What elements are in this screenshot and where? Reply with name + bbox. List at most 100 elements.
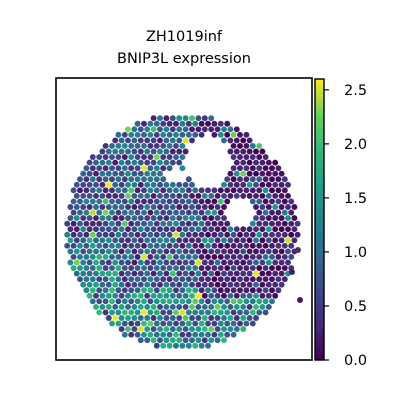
expression-spot [157, 215, 163, 222]
expression-spot [192, 342, 199, 349]
expression-spot [237, 298, 243, 305]
expression-spot [96, 298, 103, 305]
expression-spot [169, 237, 176, 244]
expression-spot [112, 170, 119, 177]
expression-spot [157, 292, 163, 299]
expression-spot [259, 292, 266, 299]
expression-spot [163, 126, 170, 133]
expression-spot [134, 242, 141, 249]
expression-spot [128, 209, 135, 216]
expression-spot [153, 176, 160, 183]
expression-spot [189, 337, 195, 344]
expression-spot [128, 176, 135, 183]
expression-spot [144, 326, 151, 333]
expression-spot [237, 231, 243, 238]
expression-spot [285, 226, 291, 233]
expression-spot [265, 248, 272, 255]
expression-spot [169, 326, 176, 333]
expression-spot [147, 276, 154, 283]
expression-spot [73, 259, 80, 266]
expression-spot [109, 254, 115, 260]
expression-spot [125, 326, 131, 333]
expression-spot [141, 298, 147, 305]
expression-spot [112, 215, 119, 222]
expression-spot [153, 120, 160, 127]
expression-spot [189, 115, 195, 122]
expression-spot [141, 265, 147, 271]
expression-spot [169, 148, 176, 155]
expression-spot [77, 254, 83, 260]
expression-spot [262, 209, 269, 216]
expression-spot [64, 231, 71, 238]
expression-spot [144, 215, 151, 222]
expression-spot [256, 276, 263, 283]
expression-spot [157, 248, 163, 255]
expression-spot [73, 181, 80, 188]
expression-spot [73, 226, 80, 233]
expression-spot [147, 143, 154, 149]
expression-spot [201, 303, 208, 310]
expression-spot [281, 220, 288, 227]
expression-spot [102, 220, 109, 227]
expression-spot [230, 276, 237, 283]
expression-spot [125, 137, 131, 144]
expression-spot [176, 115, 183, 122]
expression-spot [198, 320, 205, 327]
expression-spot [137, 204, 144, 210]
expression-spot [224, 254, 231, 260]
expression-spot [166, 254, 173, 260]
expression-spot [291, 204, 298, 210]
expression-spot [269, 254, 275, 260]
expression-spot [163, 237, 170, 244]
expression-spot [237, 254, 243, 260]
expression-spot [185, 265, 192, 271]
expression-spot [131, 137, 138, 144]
expression-spot [121, 331, 128, 338]
expression-spot [147, 254, 154, 260]
expression-spot [141, 287, 147, 294]
expression-spot [176, 204, 183, 210]
expression-spot [265, 292, 272, 299]
expression-spot [96, 287, 103, 294]
expression-spot [80, 226, 87, 233]
expression-spot [182, 315, 189, 321]
expression-spot [217, 276, 224, 283]
expression-spot [102, 265, 109, 271]
expression-spot [89, 231, 96, 238]
expression-spot [137, 326, 144, 333]
expression-spot [272, 281, 279, 288]
expression-spot [176, 148, 183, 155]
expression-spot [179, 287, 186, 294]
expression-spot [233, 315, 240, 321]
expression-spot [192, 298, 199, 305]
expression-spot [176, 248, 183, 255]
expression-spot [230, 176, 237, 183]
expression-spot [70, 187, 77, 194]
expression-spot [86, 248, 93, 255]
expression-spot [105, 226, 112, 233]
expression-spot [118, 259, 125, 266]
expression-spot [256, 254, 263, 260]
expression-spot [278, 192, 285, 199]
expression-spot [230, 187, 237, 194]
expression-spot [115, 298, 122, 305]
expression-spot [105, 148, 112, 155]
expression-spot [217, 120, 224, 127]
expression-spot [150, 137, 157, 144]
expression-spot [150, 259, 157, 266]
expression-spot [185, 276, 192, 283]
expression-spot [153, 298, 160, 305]
expression-spot [275, 220, 282, 227]
expression-spot [166, 198, 173, 205]
expression-spot [205, 298, 211, 305]
expression-spot [249, 165, 256, 172]
expression-spot [121, 131, 128, 138]
expression-spot [237, 242, 243, 249]
expression-spot [131, 237, 138, 244]
expression-spot [297, 297, 303, 303]
expression-spot [294, 231, 301, 238]
expression-spot [121, 187, 128, 194]
expression-spot [233, 181, 240, 188]
colorbar-frame [314, 78, 325, 361]
expression-spot [278, 204, 285, 210]
